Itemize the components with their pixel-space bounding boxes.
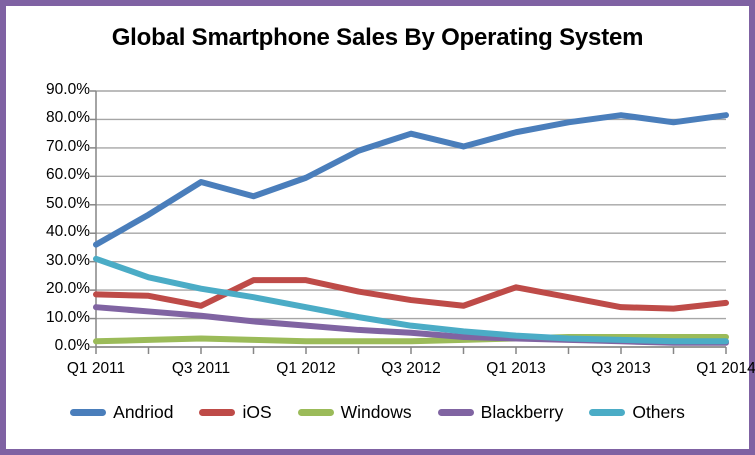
series-line-others	[93, 255, 729, 345]
chart-canvas: Global Smartphone Sales By Operating Sys…	[6, 6, 755, 449]
legend-item-windows[interactable]: Windows	[297, 402, 412, 423]
series-line-andriod	[93, 112, 729, 248]
y-axis-tick-label: 20.0%	[46, 280, 90, 298]
y-axis-tick-label: 60.0%	[46, 166, 90, 184]
legend-item-andriod[interactable]: Andriod	[70, 402, 173, 423]
legend-item-blackberry[interactable]: Blackberry	[437, 402, 564, 423]
series-line-ios	[93, 277, 729, 312]
x-axis-tick-label: Q3 2012	[381, 360, 441, 377]
data-series	[93, 112, 729, 346]
legend-swatch-icon	[199, 409, 236, 416]
x-axis-tick-label: Q3 2011	[171, 360, 231, 377]
legend-label: Others	[632, 402, 685, 422]
legend-item-ios[interactable]: iOS	[199, 402, 272, 423]
legend-swatch-icon	[589, 409, 626, 416]
legend-swatch-icon	[297, 409, 334, 416]
y-axis-tick-label: 50.0%	[46, 194, 90, 212]
axis-ticks	[90, 90, 727, 354]
x-axis-tick-label: Q1 2011	[66, 360, 126, 377]
y-axis-tick-label: 70.0%	[46, 137, 90, 155]
x-axis: Q1 2011 Q3 2011 Q1 2012 Q3 2012 Q1 2013 Q3 20…	[6, 6, 755, 449]
x-axis-tick-label: Q1 2012	[276, 360, 336, 377]
y-axis-tick-label: 90.0%	[46, 81, 90, 98]
y-axis-tick-label: 30.0%	[46, 251, 90, 269]
y-axis-tick-label: 0.0%	[54, 337, 90, 354]
y-axis-tick-label: 40.0%	[46, 223, 90, 241]
legend-swatch-icon	[70, 409, 107, 416]
legend-label: Windows	[340, 402, 412, 422]
x-axis-tick-label: Q1 2014	[696, 360, 755, 377]
legend-swatch-icon	[437, 409, 474, 416]
y-axis: 90.0% 80.0% 70.0% 60.0% 50.0% 40.0% 30.0% 20.0%…	[12, 6, 90, 449]
x-axis-tick-label: Q1 2013	[486, 360, 546, 377]
legend-label: iOS	[242, 402, 272, 422]
legend-item-others[interactable]: Others	[589, 402, 685, 423]
legend-label: Andriod	[113, 402, 174, 422]
chart-title: Global Smartphone Sales By Operating Sys…	[111, 24, 644, 51]
legend-label: Blackberry	[480, 402, 564, 422]
x-axis-tick-label: Q3 2013	[591, 360, 651, 377]
y-axis-tick-label: 80.0%	[46, 109, 90, 127]
plot-area	[90, 90, 729, 354]
y-axis-tick-label: 10.0%	[46, 308, 90, 326]
chart-legend: Andriod iOS Windows Blackberry Others	[6, 402, 749, 423]
